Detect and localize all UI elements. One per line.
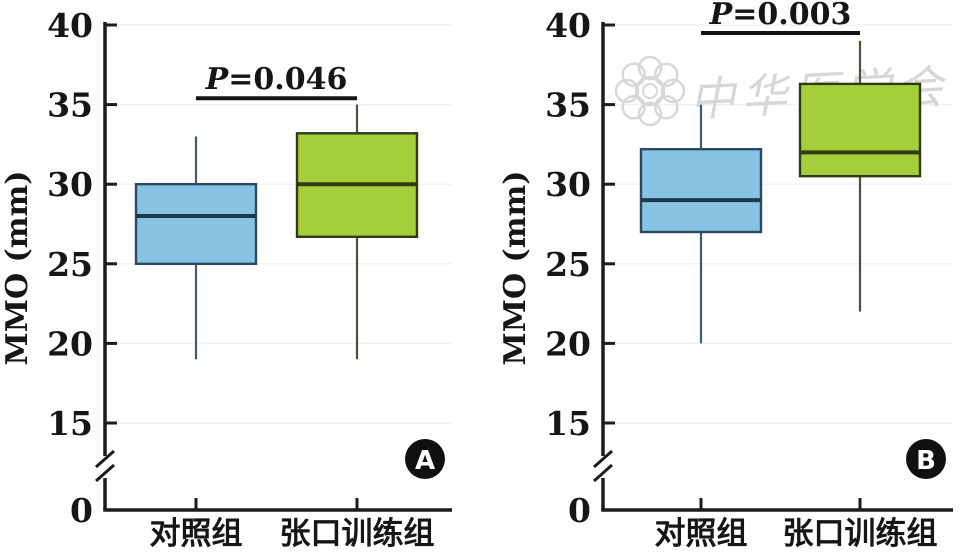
watermark-emblem-petal-icon	[621, 95, 646, 120]
axis-break-slash-icon	[95, 449, 115, 469]
watermark-emblem-petal-icon	[654, 62, 679, 87]
category-label: 张口训练组	[280, 516, 435, 552]
category-label: 对照组	[150, 516, 243, 552]
panel-A-svg: P=0.046 0 15 20 25 30 35 40 对照组 张口训练组 MMO (mm) A	[0, 6, 452, 552]
y-tick-label: 35	[47, 86, 93, 125]
y-tick-label: 40	[545, 6, 591, 45]
axis-break-slash-icon	[95, 463, 115, 483]
y-tick-label: 40	[47, 6, 93, 45]
watermark-emblem-petal-icon	[614, 78, 640, 104]
watermark-emblem-inner-icon	[642, 83, 658, 99]
y-axis-title: MMO (mm)	[498, 171, 533, 366]
watermark-emblem-petal-icon	[621, 62, 646, 87]
category-label: 张口训练组	[783, 516, 938, 552]
watermark-emblem-petal-icon	[637, 101, 663, 127]
box-control	[639, 147, 763, 234]
y-tick-label: 25	[545, 245, 591, 284]
panel-A: P=0.046 0 15 20 25 30 35 40 对照组 张口训练组 MMO (mm) A	[0, 0, 481, 553]
box-training	[798, 82, 922, 178]
y-tick-label: 30	[47, 165, 93, 204]
p-value-label: P=0.003	[709, 0, 852, 32]
y-tick-label: 35	[545, 86, 591, 125]
watermark-emblem-petal-icon	[654, 95, 679, 120]
y-tick-label: 0	[70, 491, 93, 530]
watermark-emblem-petal-icon	[637, 55, 663, 81]
panel-badge-label: A	[415, 446, 435, 476]
y-tick-label: 30	[545, 165, 591, 204]
y-tick-label: 15	[47, 404, 93, 443]
box-control	[134, 182, 258, 265]
y-tick-label: 0	[568, 491, 591, 530]
y-tick-label: 25	[47, 245, 93, 284]
p-value-label: P=0.046	[205, 62, 348, 97]
y-tick-label: 15	[545, 404, 591, 443]
axis-break-slash-icon	[593, 463, 613, 483]
y-tick-label: 20	[47, 324, 93, 363]
category-label: 对照组	[655, 516, 748, 552]
y-axis-title: MMO (mm)	[0, 171, 35, 366]
panel-badge-label: B	[916, 446, 936, 476]
watermark-emblem-core-icon	[634, 75, 666, 107]
panel-badge-circle	[405, 439, 445, 479]
axis-break-slash-icon	[593, 449, 613, 469]
panel-badge-circle	[906, 439, 946, 479]
y-tick-label: 20	[545, 324, 591, 363]
watermark-emblem-petal-icon	[660, 78, 686, 104]
